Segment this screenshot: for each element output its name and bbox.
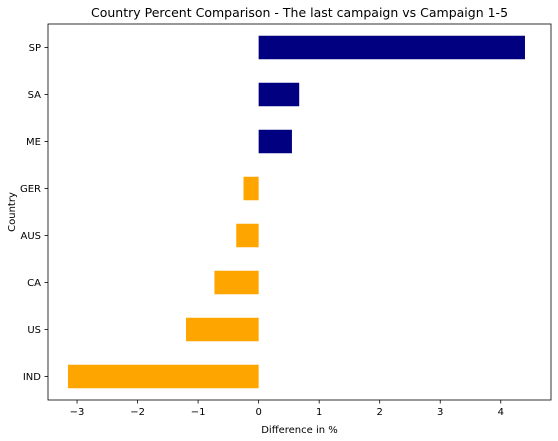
y-tick-label: US xyxy=(27,325,41,336)
bar-ger xyxy=(243,176,259,201)
y-tick-label: AUS xyxy=(20,231,41,242)
y-tick-label: IND xyxy=(23,372,41,383)
plot-frame xyxy=(47,23,552,401)
y-tick-label: ME xyxy=(26,137,41,148)
x-tick-label: −1 xyxy=(191,407,206,418)
bar-ind xyxy=(67,364,259,389)
bars xyxy=(67,35,525,389)
y-tick-label: GER xyxy=(20,184,41,195)
x-tick-label: 0 xyxy=(255,407,261,418)
x-axis-label: Difference in % xyxy=(261,425,338,436)
bar-ca xyxy=(214,270,259,295)
x-tick-label: −2 xyxy=(130,407,145,418)
y-tick-label: SP xyxy=(29,43,41,54)
x-axis-ticks: −3 −2 −1 0 1 2 3 4 xyxy=(70,400,504,418)
x-tick-label: −3 xyxy=(70,407,85,418)
x-tick-label: 2 xyxy=(377,407,383,418)
chart-title: Country Percent Comparison - The last ca… xyxy=(91,5,508,20)
bar-us xyxy=(186,317,259,342)
y-tick-label: CA xyxy=(27,278,41,289)
y-axis-label: Country xyxy=(7,192,18,232)
x-tick-label: 1 xyxy=(316,407,322,418)
y-tick-label: SA xyxy=(28,90,42,101)
x-tick-label: 3 xyxy=(437,407,443,418)
bar-sp xyxy=(258,35,525,60)
bar-me xyxy=(258,129,292,154)
y-axis-ticks: SP SA ME GER AUS CA US IND xyxy=(20,43,48,383)
bar-aus xyxy=(236,223,259,248)
bar-sa xyxy=(258,82,300,107)
x-tick-label: 4 xyxy=(498,407,504,418)
